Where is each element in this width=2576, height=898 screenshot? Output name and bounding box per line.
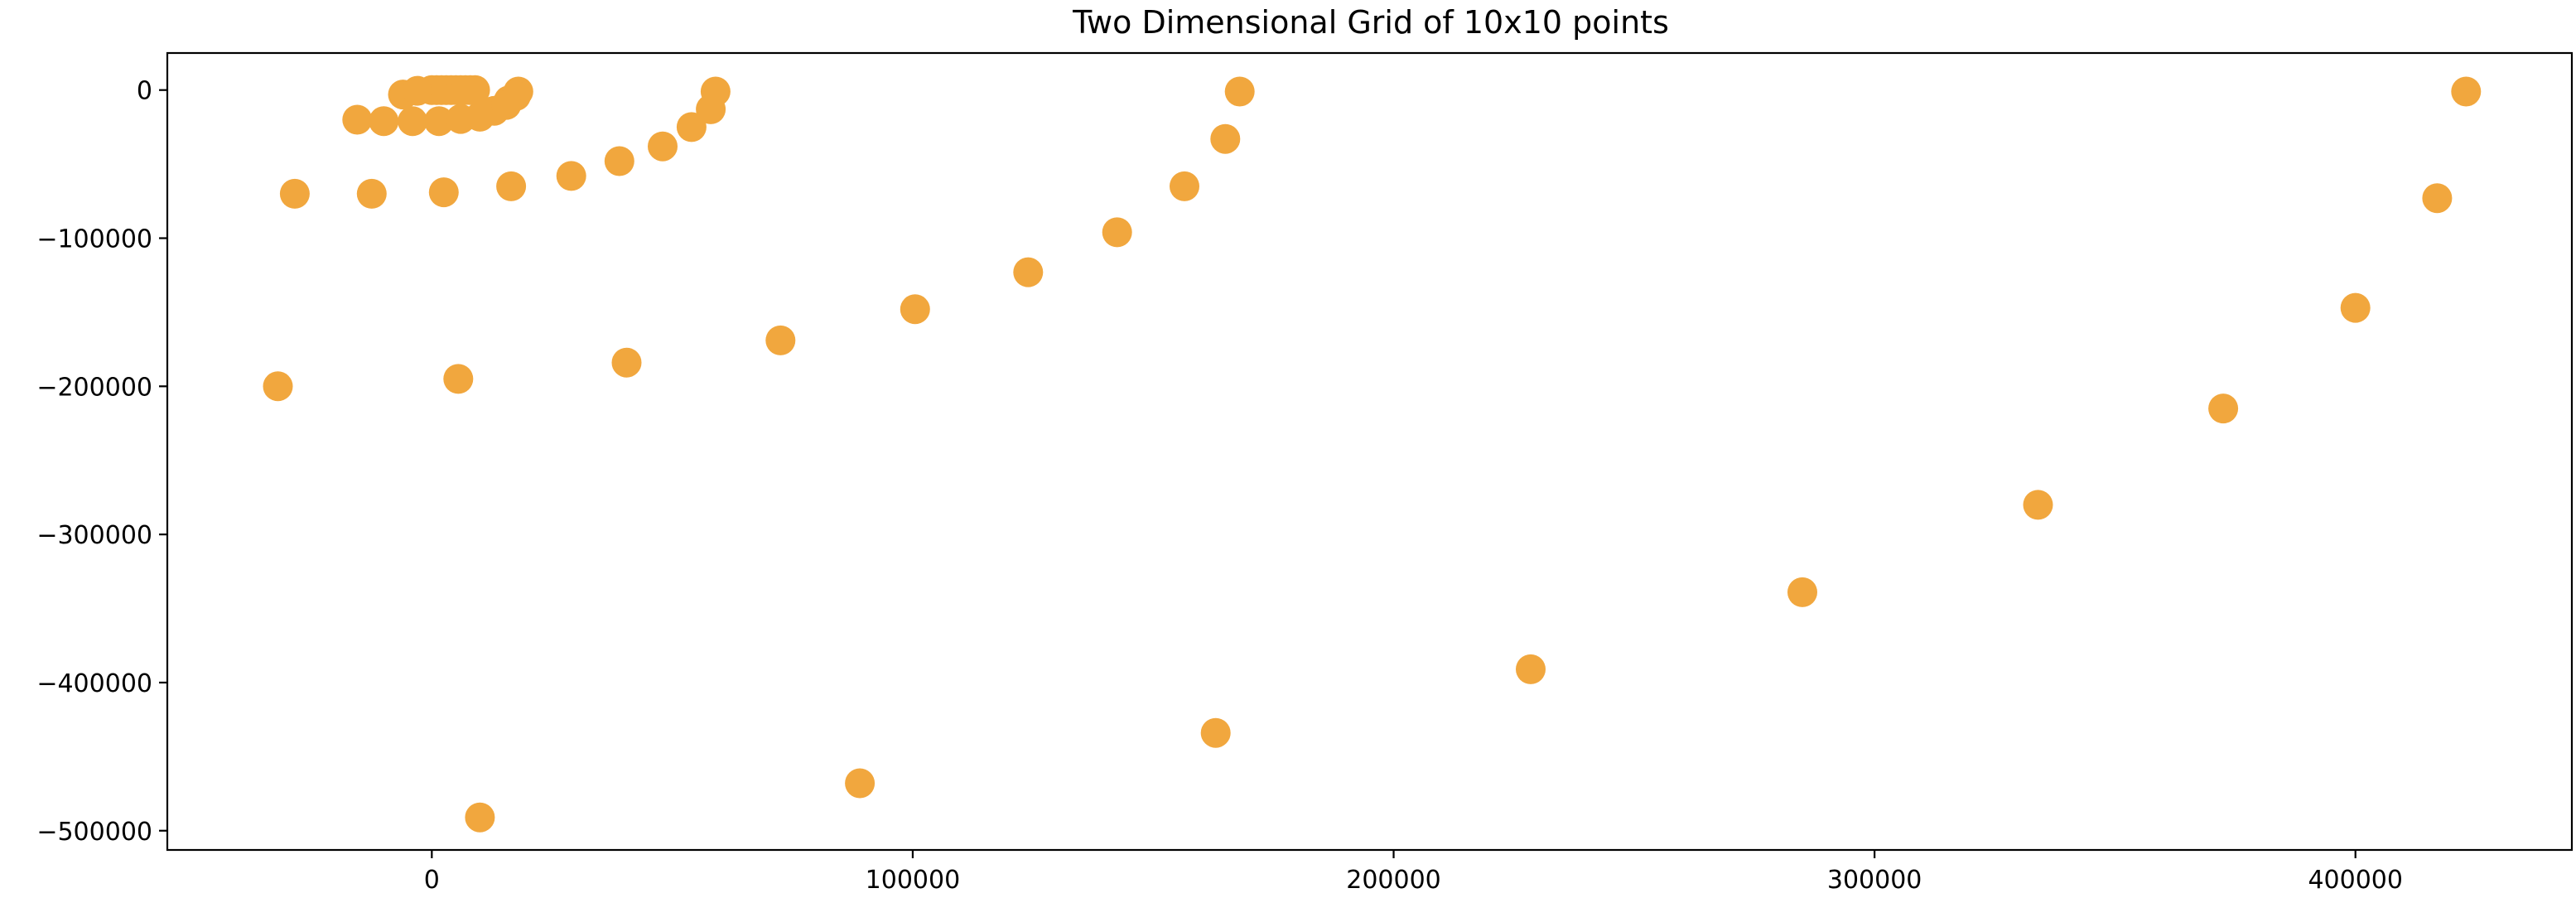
data-points (263, 75, 2482, 833)
y-axis: 0 −100000 −200000 −300000 −400000 −500000 (36, 77, 167, 847)
y-tick-label: −100000 (36, 225, 152, 254)
plot-frame (166, 51, 2574, 852)
data-point (428, 177, 459, 208)
data-point (900, 294, 930, 325)
data-point (845, 768, 876, 799)
data-point (1787, 577, 1817, 607)
data-point (460, 75, 490, 105)
x-tick-label: 0 (424, 866, 440, 895)
data-point (1200, 717, 1231, 748)
data-point (604, 146, 634, 176)
x-tick-label: 100000 (866, 866, 961, 895)
data-point (443, 364, 474, 394)
data-point (356, 178, 387, 209)
data-point (1210, 123, 1241, 154)
x-tick-label: 200000 (1346, 866, 1441, 895)
data-point (556, 161, 586, 191)
data-point (342, 104, 373, 135)
data-point (2208, 393, 2239, 424)
data-point (765, 325, 796, 355)
y-tick-label: −300000 (36, 521, 152, 550)
data-point (1102, 217, 1132, 248)
data-point (496, 171, 527, 201)
y-tick-label: −200000 (36, 373, 152, 402)
x-tick-label: 300000 (1827, 866, 1922, 895)
data-point (402, 75, 432, 106)
data-point (696, 94, 726, 124)
x-tick-label: 400000 (2308, 866, 2403, 895)
data-point (2023, 490, 2053, 520)
data-point (279, 178, 310, 209)
data-point (648, 131, 678, 162)
data-point (491, 89, 522, 120)
y-tick-label: −500000 (36, 818, 152, 847)
data-point (1170, 171, 1199, 201)
data-point (2422, 183, 2453, 214)
data-point (369, 106, 399, 137)
data-point (2340, 292, 2371, 323)
data-point (676, 112, 707, 142)
y-tick-label: 0 (137, 77, 152, 106)
data-point (263, 371, 293, 402)
chart-title: Two Dimensional Grid of 10x10 points (1072, 4, 1669, 41)
data-point (611, 347, 642, 378)
data-point (398, 106, 428, 137)
x-axis: 0 100000 200000 300000 400000 (424, 850, 2403, 895)
data-point (1013, 257, 1044, 287)
data-point (1224, 76, 1255, 107)
data-point (1516, 654, 1546, 684)
data-point (424, 106, 454, 137)
y-tick-label: −400000 (36, 669, 152, 698)
data-point (465, 802, 495, 833)
data-point (2451, 76, 2482, 107)
